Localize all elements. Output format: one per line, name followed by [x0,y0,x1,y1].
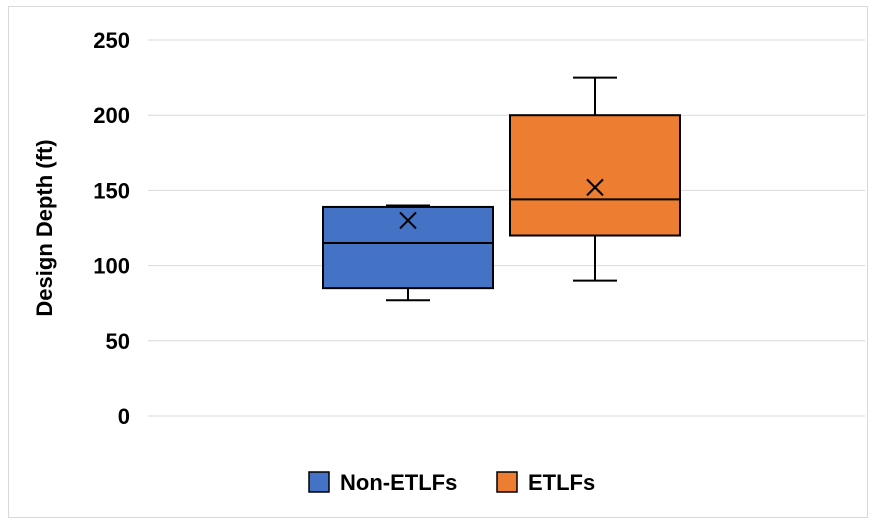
legend: Non-ETLFs ETLFs [308,470,595,495]
legend-swatch [308,471,330,493]
legend-item-non-etlfs: Non-ETLFs [308,470,457,495]
mean-marker [399,211,417,230]
legend-swatch [496,471,518,493]
y-tick-label: 50 [106,329,130,354]
legend-label: ETLFs [528,470,595,495]
gridlines [148,39,865,417]
y-tick-label: 100 [93,254,130,279]
iqr-box [509,114,681,237]
y-tick-label: 250 [93,28,130,53]
legend-label: Non-ETLFs [340,470,457,495]
y-axis-title: Design Depth (ft) [32,139,57,316]
y-tick-label: 0 [118,404,130,429]
legend-item-etlfs: ETLFs [496,470,595,495]
y-tick-label: 150 [93,178,130,203]
y-tick-label: 200 [93,103,130,128]
box-non-etlfs [322,204,494,302]
y-axis-ticks: 0 50 100 150 200 250 [93,28,130,429]
box-etlfs [509,76,681,282]
box-series [322,76,681,302]
mean-marker [586,178,604,197]
